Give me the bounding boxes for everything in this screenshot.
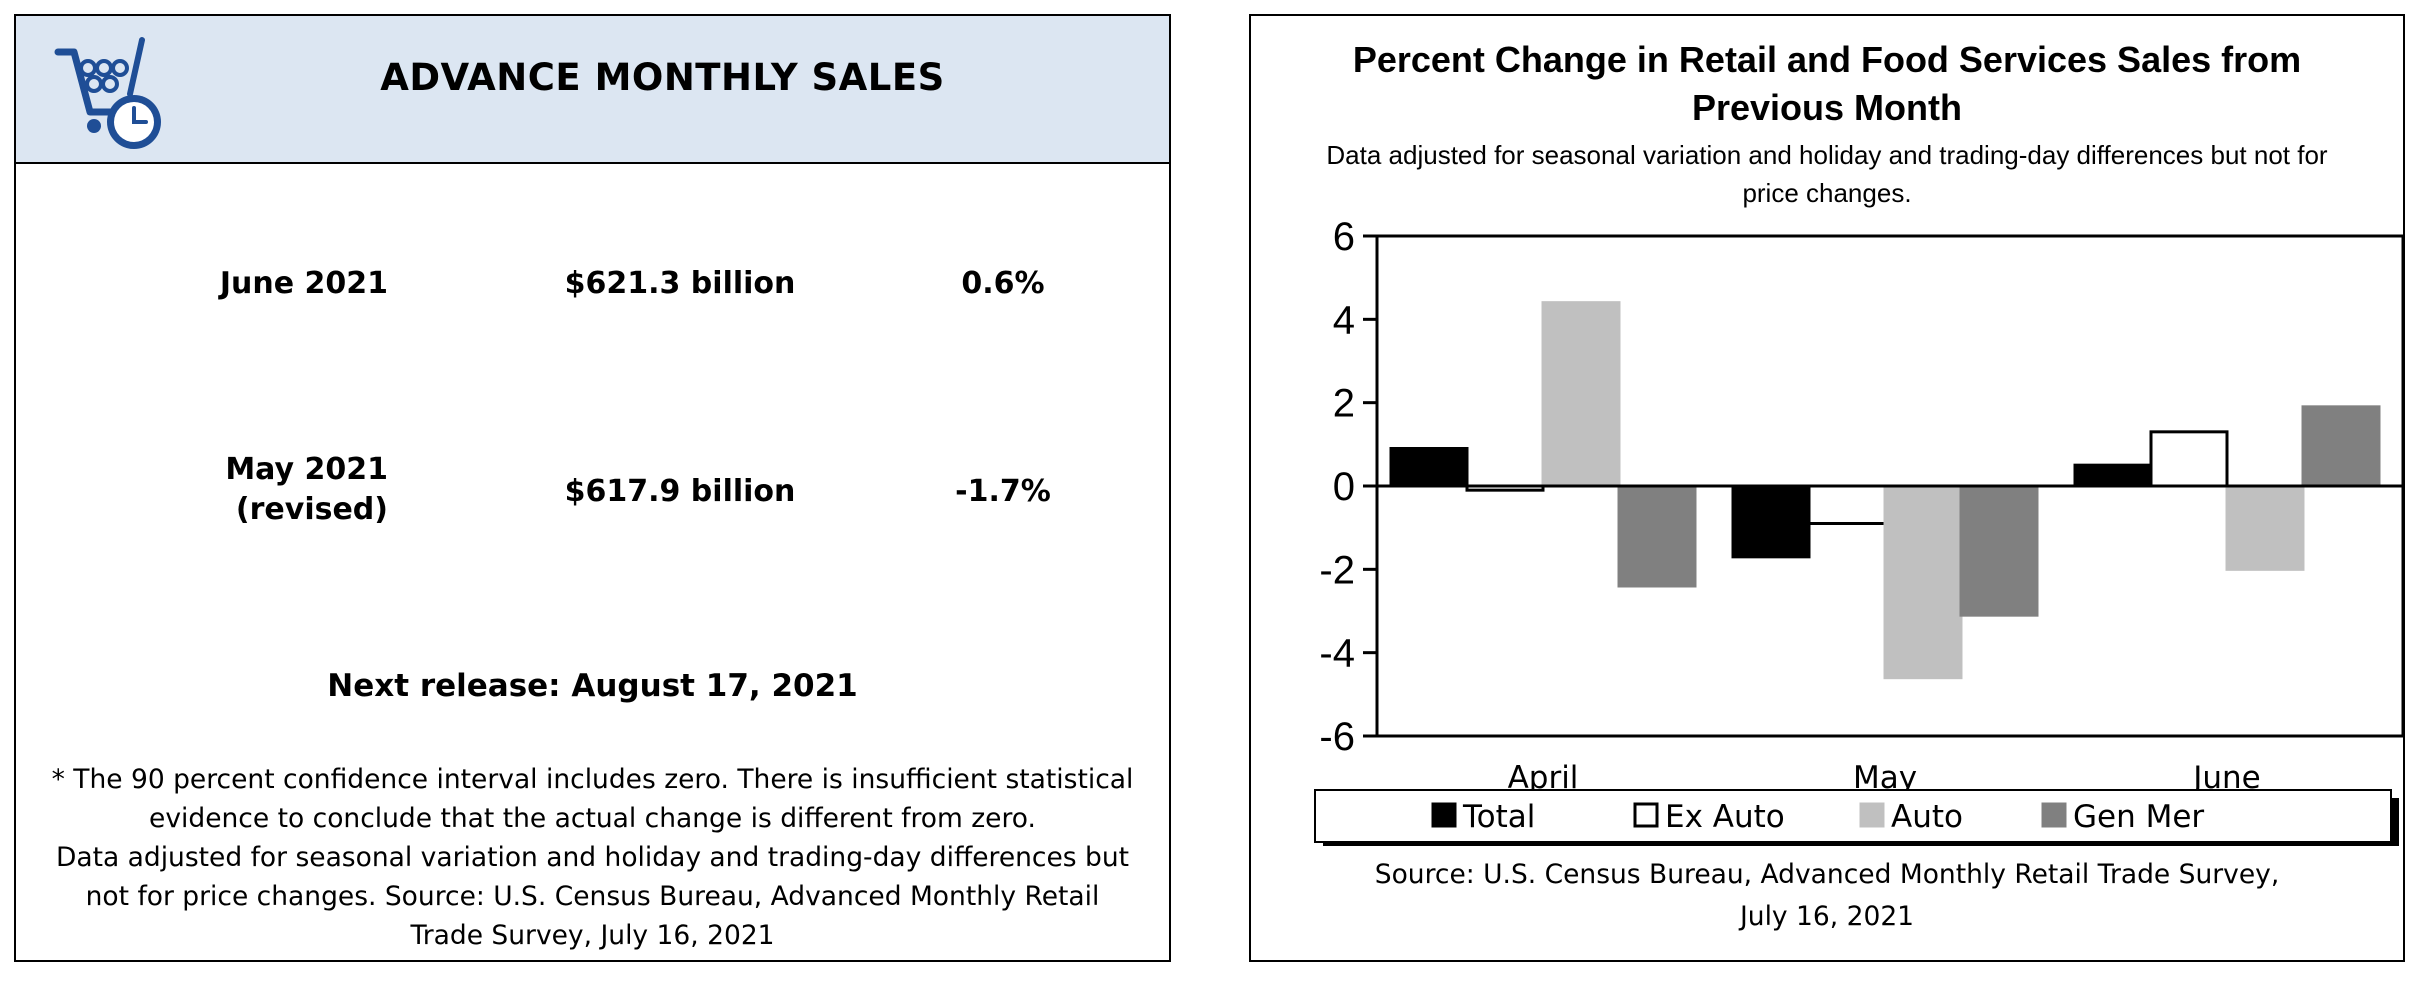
panel-header: ADVANCE MONTHLY SALES (16, 16, 1169, 164)
row-change-current: 0.6% (961, 266, 1045, 301)
row-label-revised: May 2021 (revised) (225, 452, 388, 527)
legend-swatch-gen-mer (2041, 802, 2067, 828)
y-tick-label: -2 (1319, 548, 1355, 592)
legend-label-auto: Auto (1891, 799, 1963, 835)
y-tick-label: -4 (1319, 632, 1355, 676)
y-tick-label: 4 (1333, 298, 1355, 342)
chart-source: Source: U.S. Census Bureau, Advanced Mon… (1374, 859, 2280, 932)
legend-swatch-total (1431, 802, 1457, 828)
legend-label-total: Total (1462, 799, 1535, 835)
row-label-current: June 2021 (219, 266, 388, 301)
y-tick-label: -6 (1319, 715, 1355, 759)
next-release-date: Next release: August 17, 2021 (327, 668, 858, 704)
shopping-cart-clock-icon (54, 37, 161, 149)
chart-title: Percent Change in Retail and Food Servic… (1352, 39, 2302, 128)
legend-swatch-auto (1859, 802, 1885, 828)
bar-gen-mer-april (1617, 484, 1697, 588)
bar-auto-may (1883, 484, 1963, 680)
legend-swatch-ex-auto (1633, 802, 1659, 828)
chart-panel: Percent Change in Retail and Food Servic… (1249, 14, 2405, 962)
row-change-revised: -1.7% (955, 474, 1051, 509)
bar-ex-auto-june (2149, 430, 2229, 488)
footnote: * The 90 percent confidence interval inc… (51, 764, 1134, 951)
bar-auto-april (1541, 301, 1621, 488)
advance-monthly-sales-panel: ADVANCE MONTHLY SALES June 2021 $621.3 b… (14, 14, 1171, 962)
bar-ex-auto-may (1807, 484, 1887, 525)
row-value-revised: $617.9 billion (564, 474, 796, 509)
bar-gen-mer-june (2301, 405, 2381, 488)
bar-total-may (1731, 484, 1811, 559)
legend-label-ex-auto: Ex Auto (1665, 799, 1785, 835)
bar-total-april (1389, 447, 1469, 488)
chart-subtitle: Data adjusted for seasonal variation and… (1326, 140, 2328, 208)
y-tick-label: 0 (1333, 465, 1355, 509)
legend-box (1314, 789, 2392, 843)
panel-title: ADVANCE MONTHLY SALES (380, 56, 945, 99)
bar-gen-mer-may (1959, 484, 2039, 617)
bar-total-june (2073, 463, 2153, 488)
bar-auto-june (2225, 484, 2305, 571)
y-tick-label: 6 (1333, 215, 1355, 259)
legend-label-gen-mer: Gen Mer (2073, 799, 2204, 835)
row-value-current: $621.3 billion (564, 266, 796, 301)
y-tick-label: 2 (1333, 382, 1355, 426)
